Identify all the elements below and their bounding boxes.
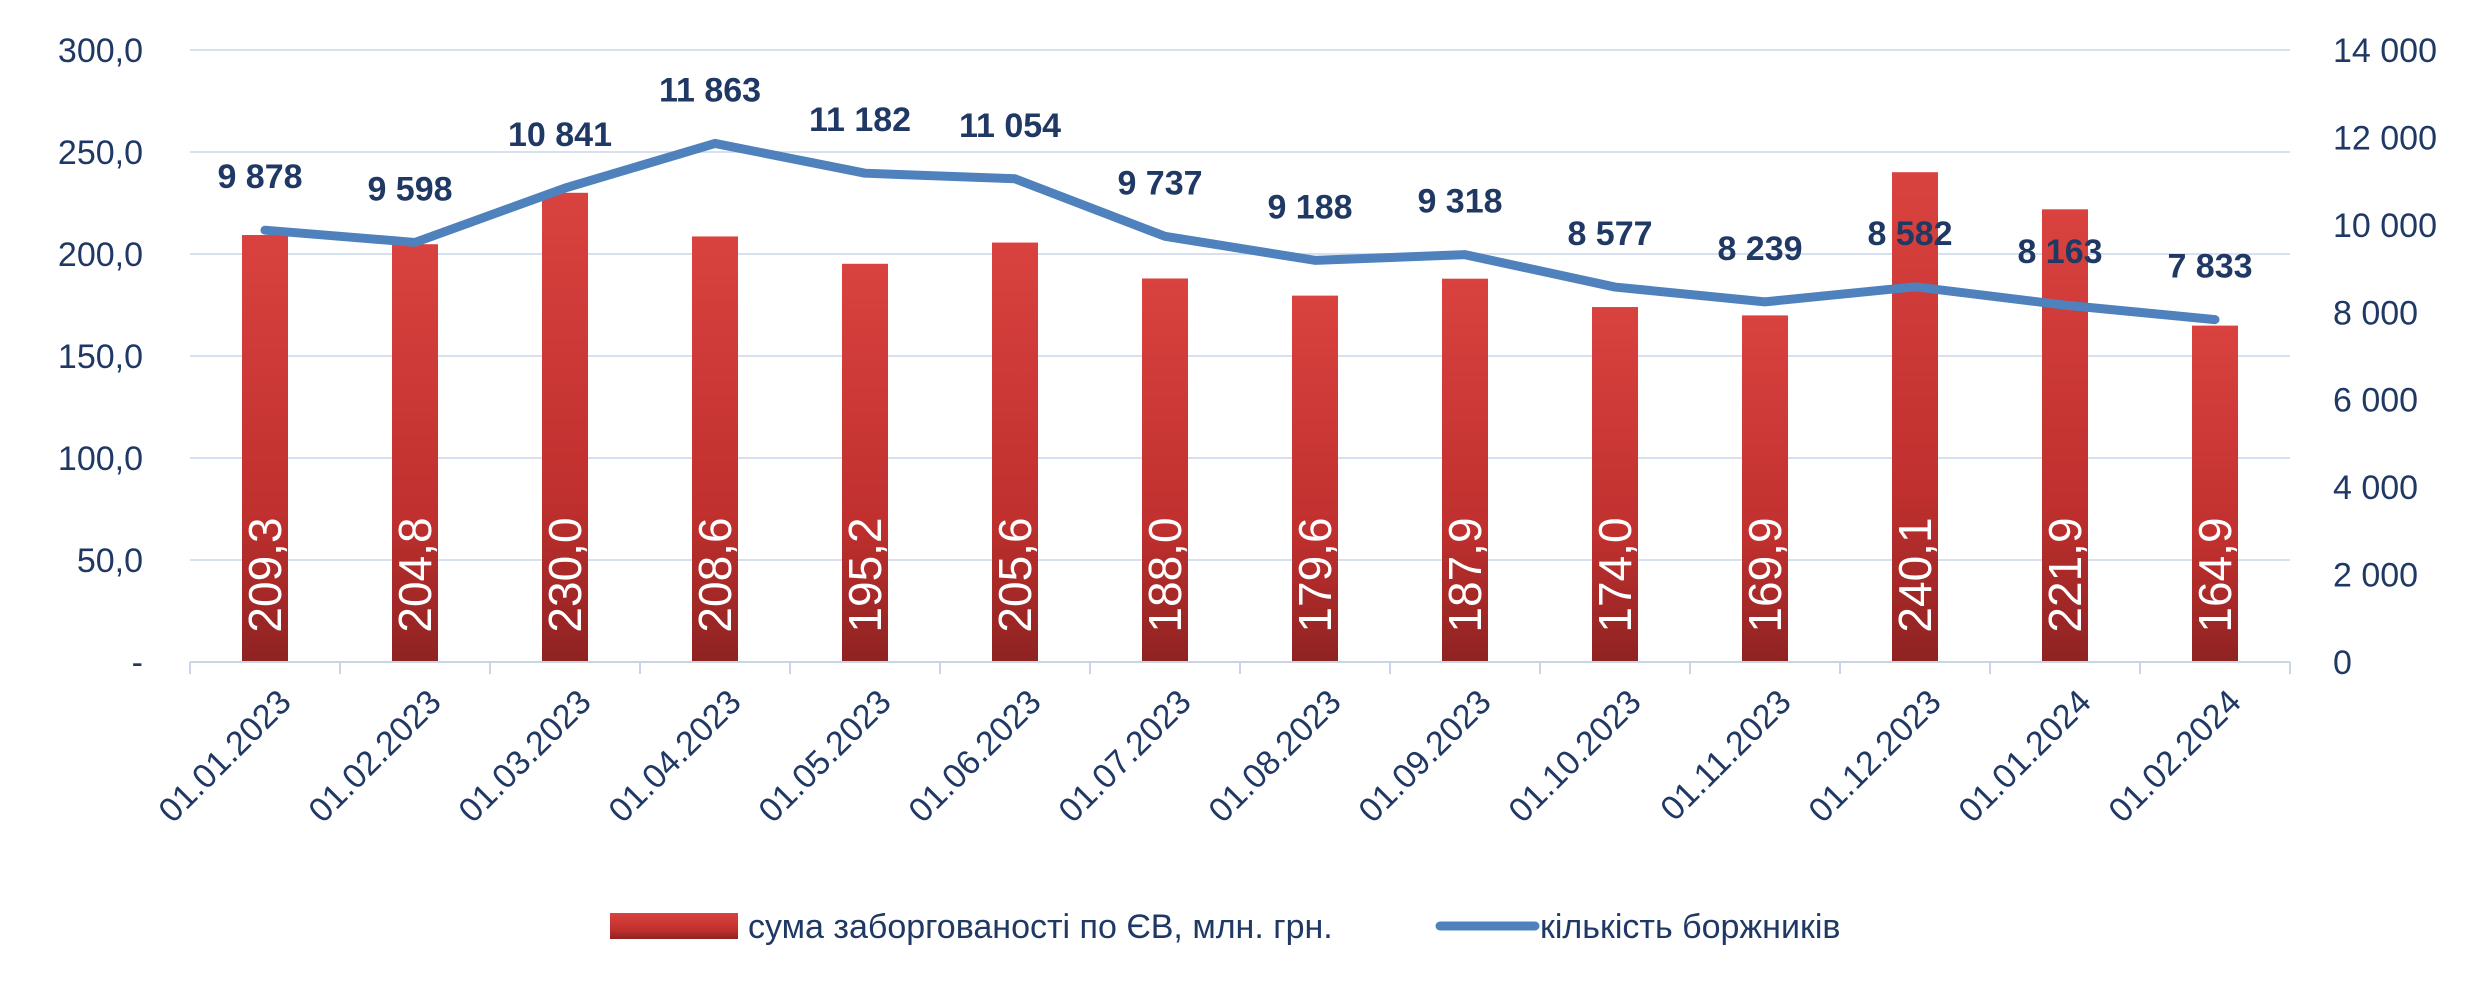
right-tick-label: 8 000 <box>2333 294 2418 332</box>
line-point <box>1311 256 1319 265</box>
line-value-label: 11 182 <box>809 101 911 139</box>
line-value-label: 10 841 <box>508 116 612 154</box>
bar <box>1592 307 1638 662</box>
x-tick-label: 01.10.2023 <box>1501 683 1648 830</box>
x-tick-label: 01.04.2023 <box>601 683 748 830</box>
bar-value-label: 204,8 <box>389 517 441 632</box>
bar <box>692 236 738 662</box>
bar-series: 209,3 204,8 230,0 208,6 195,2 205,6 188,0 179,6… <box>239 172 2241 663</box>
line-value-label: 9 188 <box>1267 188 1352 226</box>
line-point <box>1461 250 1469 259</box>
line-point <box>411 238 419 247</box>
line-value-label: 8 239 <box>1717 230 1802 268</box>
right-tick-label: 2 000 <box>2333 557 2418 595</box>
line-series: 9 878 9 598 10 841 11 863 11 182 11 054 9 737 9… <box>217 71 2253 325</box>
line-value-label: 11 863 <box>659 71 761 109</box>
x-tick-label: 01.02.2023 <box>301 683 448 830</box>
right-tick-label: 0 <box>2333 644 2352 682</box>
line-point <box>1011 174 1019 183</box>
line-point <box>2211 315 2219 324</box>
x-tick-label: 01.11.2023 <box>1653 683 1798 828</box>
right-axis: 0 2 000 4 000 6 000 8 000 10 000 12 000 14 000 <box>2333 32 2437 682</box>
legend-label-bar: сума заборгованості по ЄВ, млн. грн. <box>748 908 1333 946</box>
legend-swatch-bar <box>610 913 738 939</box>
left-tick-label: 300,0 <box>58 32 143 70</box>
bar-value-label: 164,9 <box>2189 517 2241 632</box>
line-value-label: 9 598 <box>367 170 452 208</box>
line-value-label: 9 318 <box>1417 183 1502 221</box>
bar <box>1142 278 1188 662</box>
bar <box>542 192 588 663</box>
bar-value-label: 187,9 <box>1439 517 1491 632</box>
bar <box>842 263 888 662</box>
left-tick-label: 50,0 <box>77 542 143 580</box>
left-tick-label: 250,0 <box>58 134 143 172</box>
line-value-label: 8 582 <box>1867 215 1952 253</box>
line-point <box>1911 282 1919 291</box>
line-point <box>711 139 719 148</box>
bar-value-label: 205,6 <box>989 517 1041 632</box>
x-tick-label: 01.03.2023 <box>451 683 598 830</box>
line-value-label: 9 878 <box>217 158 302 196</box>
line-point <box>261 226 269 235</box>
bar <box>992 242 1038 663</box>
line-value-label: 9 737 <box>1117 164 1202 202</box>
x-tick-label: 01.05.2023 <box>751 683 898 830</box>
bar <box>392 244 438 662</box>
bar <box>2192 325 2238 662</box>
x-tick-label: 01.12.2023 <box>1801 683 1948 830</box>
gridlines <box>190 49 2290 561</box>
legend-label-line: кількість боржників <box>1540 908 1840 946</box>
left-tick-label: 200,0 <box>58 236 143 274</box>
x-tick-label: 01.07.2023 <box>1051 683 1198 830</box>
bar <box>1442 278 1488 662</box>
bar <box>2042 209 2088 662</box>
left-tick-label: - <box>132 644 143 682</box>
bar-value-label: 195,2 <box>839 517 891 632</box>
x-tick-label: 01.08.2023 <box>1201 683 1348 830</box>
right-tick-label: 12 000 <box>2333 119 2437 157</box>
left-tick-label: 150,0 <box>58 338 143 376</box>
x-tick-label: 01.06.2023 <box>901 683 1048 830</box>
x-tick-label: 01.01.2023 <box>151 683 298 830</box>
line-point <box>1611 283 1619 292</box>
line-value-label: 7 833 <box>2167 248 2252 286</box>
bar-value-label: 209,3 <box>239 517 291 632</box>
line-path <box>260 138 2220 325</box>
right-tick-label: 10 000 <box>2333 207 2437 245</box>
line-value-label: 11 054 <box>959 107 1061 145</box>
bar-value-label: 221,9 <box>2039 517 2091 632</box>
left-tick-label: 100,0 <box>58 440 143 478</box>
x-tick-label: 01.01.2024 <box>1951 683 2098 830</box>
bar-value-label: 169,9 <box>1739 517 1791 632</box>
bar-value-label: 179,6 <box>1289 517 1341 632</box>
left-axis: - 50,0 100,0 150,0 200,0 250,0 300,0 <box>58 32 143 682</box>
right-tick-label: 4 000 <box>2333 469 2418 507</box>
line-point <box>2061 301 2069 310</box>
bar-value-label: 240,1 <box>1889 517 1941 632</box>
line-point <box>561 184 569 193</box>
line-point <box>1161 232 1169 241</box>
right-tick-label: 6 000 <box>2333 382 2418 420</box>
x-axis: 01.01.2023 01.02.2023 01.03.2023 01.04.2023… <box>151 661 2291 830</box>
bar-value-label: 208,6 <box>689 517 741 632</box>
line-value-label: 8 577 <box>1567 215 1652 253</box>
legend: сума заборгованості по ЄВ, млн. грн. кіл… <box>610 908 1840 946</box>
bar <box>242 235 288 662</box>
bar <box>1892 172 1938 663</box>
bar-value-label: 174,0 <box>1589 517 1641 632</box>
x-tick-label: 01.02.2024 <box>2101 683 2248 830</box>
bar <box>1742 315 1788 662</box>
line-value-label: 8 163 <box>2017 233 2102 271</box>
right-tick-label: 14 000 <box>2333 32 2437 70</box>
line-point <box>1761 297 1769 306</box>
bar-value-label: 188,0 <box>1139 517 1191 632</box>
line-point <box>861 169 869 178</box>
bar-value-label: 230,0 <box>539 517 591 632</box>
x-tick-label: 01.09.2023 <box>1351 683 1498 830</box>
bar <box>1292 295 1338 662</box>
